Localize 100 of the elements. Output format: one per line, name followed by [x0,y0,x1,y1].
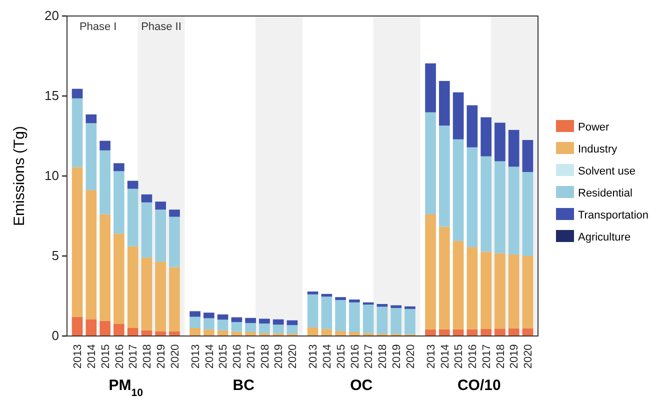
bar [508,328,520,336]
bar [245,318,256,324]
bar [404,306,416,309]
bar [272,324,284,334]
bar [86,190,97,320]
bar [286,320,298,326]
bar [494,161,506,254]
bar [321,296,332,330]
y-axis-title: Emissions (Tg) [11,126,28,226]
x-tick-label: 2013 [190,344,202,369]
bar [480,328,492,336]
bar [114,163,124,172]
x-tick-label: 2019 [155,344,168,369]
bar [438,226,450,330]
x-tick-label: 2014 [439,344,452,369]
bar [259,318,270,324]
bar [452,240,464,330]
bar [72,88,83,98]
band-label: Phase II [141,21,182,33]
x-tick-label: 2016 [232,344,244,369]
x-tick-label: 2019 [390,344,403,369]
bar [259,324,270,334]
x-tick-label: 2015 [218,344,230,369]
bar [141,194,152,202]
legend-label: Residential [578,188,632,200]
bar [508,166,520,254]
bar [72,316,83,336]
x-tick-label: 2016 [349,344,362,369]
bar [321,329,332,336]
legend-label: Solvent use [578,166,636,178]
bar [362,304,374,334]
legend-label: Transportation [578,210,649,222]
bar [522,140,534,172]
x-tick-label: 2016 [114,344,126,369]
bar [438,126,450,227]
y-tick-label: 10 [44,168,59,184]
x-tick-label: 2016 [467,344,480,369]
x-tick-label: 2020 [522,344,535,369]
bar [169,210,180,217]
x-axis-title: OC [350,377,373,394]
bar [100,320,110,336]
bar [127,246,138,328]
bar [155,210,166,262]
x-tick-label: 2020 [404,344,417,369]
x-tick-label: 2019 [273,344,286,369]
bar [480,156,492,252]
x-tick-label: 2020 [287,344,300,369]
bar [508,130,520,167]
x-axis-title: CO/10 [457,377,501,394]
bar [508,254,520,328]
bar [100,214,110,321]
bar [86,123,97,190]
bar [169,216,180,268]
x-tick-label: 2014 [322,344,334,369]
y-tick-label: 0 [52,328,59,344]
bar [203,312,214,318]
bar [127,180,138,189]
x-tick-label: 2018 [494,344,507,369]
bar [127,328,138,336]
bar [114,324,124,336]
bar [480,117,492,156]
x-tick-label: 2020 [169,344,182,369]
x-axis-title: PM$_{10}$ [108,377,144,399]
bar [86,114,97,124]
legend-label: Power [578,122,610,134]
bar [425,329,436,336]
bar [169,267,180,332]
bar [425,112,436,214]
x-tick-label: 2019 [508,344,521,369]
bar [307,328,318,336]
y-tick-label: 20 [44,8,59,24]
x-tick-label: 2015 [335,344,348,369]
x-tick-label: 2015 [453,344,466,369]
bar [307,294,318,328]
bar [404,308,416,334]
x-tick-label: 2017 [363,344,376,369]
y-tick-label: 15 [44,88,59,104]
x-tick-label: 2017 [128,344,140,369]
bar [141,258,152,330]
bar [231,317,242,322]
bar [466,105,478,148]
bar [141,202,152,258]
x-tick-label: 2017 [245,344,258,369]
bar [307,292,318,294]
x-axis-title: BC [232,377,255,394]
bar [190,328,200,336]
x-tick-label: 2014 [86,344,98,369]
bar [100,140,110,150]
bar [438,329,450,336]
bar [494,253,506,329]
bar [286,325,298,334]
x-tick-label: 2018 [142,344,154,369]
bar [114,171,124,234]
bar [169,332,180,336]
x-tick-label: 2013 [72,344,84,369]
annotation: Phase I [79,21,117,33]
bar [86,319,97,336]
bar [190,316,200,328]
x-tick-label: 2015 [100,344,112,369]
x-tick-label: 2017 [480,344,493,369]
